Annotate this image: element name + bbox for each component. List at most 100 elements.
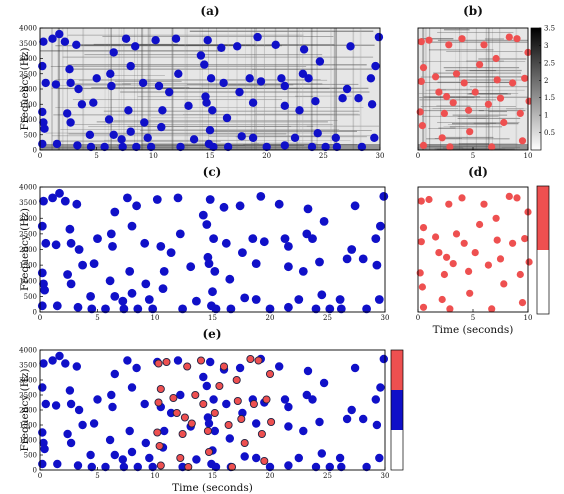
spectrogram-streak (428, 49, 494, 51)
data-point (108, 242, 117, 251)
x-tick-label: 30 (381, 314, 390, 322)
data-point (496, 255, 505, 263)
data-point (206, 357, 215, 367)
data-point (476, 61, 484, 69)
data-point (252, 453, 261, 463)
data-point (198, 210, 208, 220)
data-point (110, 369, 120, 379)
spectrogram-streak (127, 125, 314, 127)
panel-label-b: (b) (463, 4, 483, 18)
y-tick-label: 3000 (19, 215, 37, 223)
spectrogram-onset (199, 28, 201, 150)
data-point (180, 413, 189, 422)
data-point (66, 399, 76, 409)
data-point (452, 70, 461, 78)
data-point (299, 426, 308, 436)
data-point (124, 106, 133, 115)
data-point (152, 195, 162, 204)
x-tick-label: 5 (94, 152, 98, 160)
spectrogram-streak (59, 140, 351, 141)
data-point (209, 234, 219, 244)
data-point (311, 97, 320, 106)
data-point (74, 84, 83, 94)
data-point (141, 279, 151, 289)
data-point (376, 383, 385, 392)
data-point (249, 399, 258, 409)
data-point (186, 262, 196, 272)
spectrogram-streak (78, 79, 328, 81)
x-tick-label: 30 (381, 472, 390, 480)
spectrogram-onset (121, 28, 122, 150)
spectrogram-streak (137, 96, 313, 98)
data-point (123, 193, 132, 203)
data-point (354, 94, 363, 103)
spectrogram-streak (212, 130, 357, 132)
data-point (493, 76, 501, 84)
data-point (109, 48, 118, 57)
data-point (92, 74, 101, 83)
spectrogram-streak (426, 41, 528, 43)
spectrogram-onset (148, 28, 150, 150)
data-point (202, 381, 211, 391)
data-point (484, 100, 492, 108)
data-point (492, 54, 500, 63)
data-point (121, 34, 131, 43)
data-point (508, 239, 517, 247)
colorbar-segment-white (391, 430, 403, 470)
spectrogram-streak (418, 93, 519, 94)
data-point (37, 221, 47, 231)
data-point (86, 292, 95, 301)
spectrogram-streak (444, 29, 470, 31)
data-point (265, 462, 275, 472)
spectrogram-onset (58, 28, 60, 150)
data-point (262, 395, 271, 404)
data-point (219, 202, 229, 212)
data-point (52, 301, 62, 311)
data-point (317, 449, 326, 458)
spectrogram-onset (118, 28, 120, 150)
data-point (144, 295, 154, 304)
data-point (440, 270, 448, 279)
data-point (379, 354, 388, 364)
y-tick-label: 1500 (19, 422, 37, 430)
data-point (267, 417, 276, 427)
spectrogram-onset (287, 28, 289, 150)
data-point (233, 42, 242, 51)
data-point (342, 84, 352, 94)
data-point (484, 261, 492, 269)
data-point (342, 414, 352, 424)
spectrogram-streak (488, 111, 507, 113)
data-point (295, 106, 304, 115)
data-point (72, 362, 82, 371)
spectrogram-streak (55, 79, 321, 81)
data-point (274, 199, 284, 209)
data-point (347, 405, 356, 415)
data-point (237, 414, 246, 424)
data-point (248, 234, 258, 244)
data-point (100, 142, 109, 152)
data-point (284, 402, 293, 412)
spectrogram-streak (209, 136, 316, 137)
data-point (284, 302, 293, 312)
y-tick-label: 1500 (19, 101, 37, 109)
data-point (516, 270, 524, 279)
data-point (432, 73, 440, 81)
data-point (191, 390, 200, 400)
colorbar-segment-blue (391, 390, 403, 430)
spectrogram-onset (186, 28, 188, 150)
spectrogram-onset (296, 28, 298, 150)
data-point (525, 258, 533, 266)
spectrogram-streak (60, 129, 340, 130)
panel-label-c: (c) (203, 165, 222, 179)
data-point (146, 142, 156, 152)
y-tick-label: 4000 (19, 184, 37, 192)
data-point (311, 462, 321, 472)
spectrogram-onset (172, 28, 174, 150)
data-point (73, 302, 83, 312)
data-point (466, 128, 474, 136)
data-point (245, 74, 254, 83)
data-point (127, 447, 137, 457)
data-point (252, 419, 261, 428)
spectrogram-streak (151, 117, 223, 119)
data-point (432, 233, 440, 241)
